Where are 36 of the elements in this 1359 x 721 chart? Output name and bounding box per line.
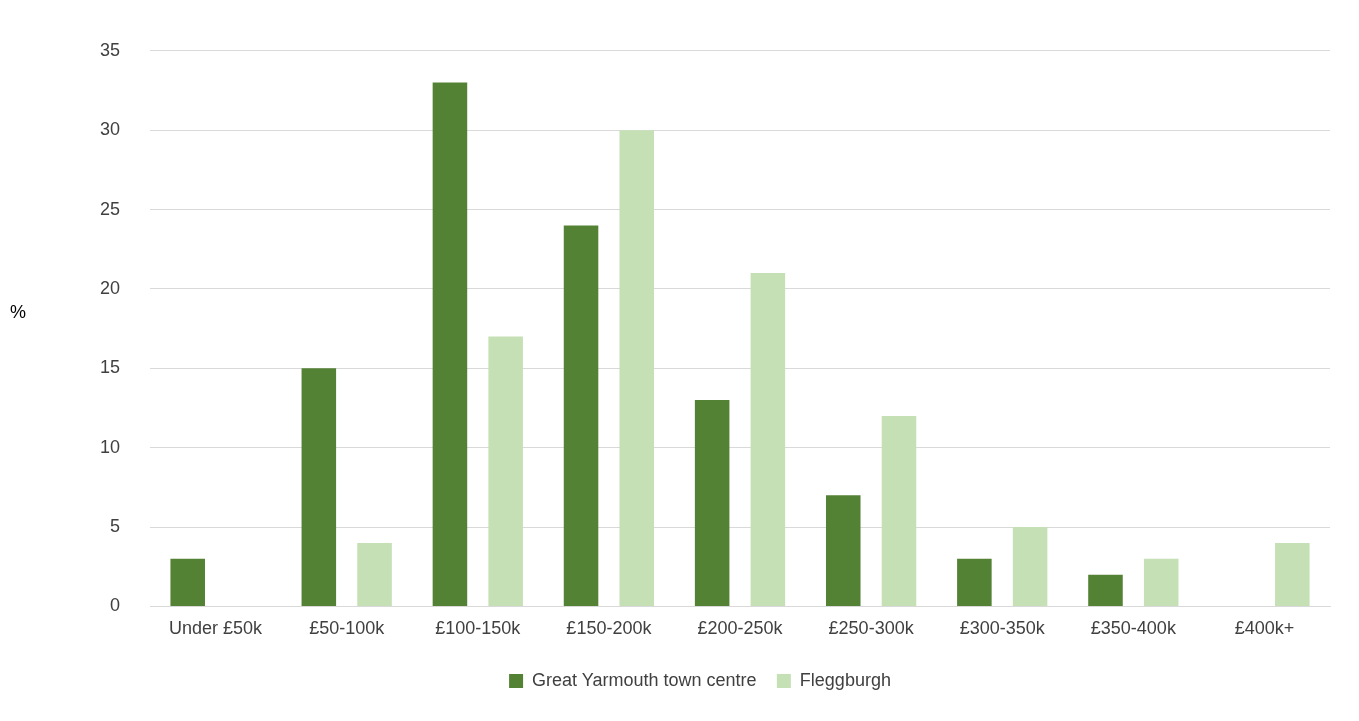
bar — [1143, 558, 1179, 606]
x-tick-label: Under £50k — [169, 618, 264, 639]
y-tick-label: 15 — [99, 357, 121, 378]
x-tick-label: £350-400k — [1090, 618, 1177, 639]
bar — [563, 225, 599, 606]
bar — [619, 130, 655, 606]
x-tick-label: £200-250k — [697, 618, 784, 639]
y-tick-label: 35 — [99, 39, 121, 60]
y-tick-label: 10 — [99, 436, 121, 457]
bar — [488, 336, 523, 606]
bar — [1275, 542, 1310, 606]
x-tick-label: £250-300k — [828, 618, 915, 639]
x-tick-label: £150-200k — [566, 618, 653, 639]
y-axis-title: % — [10, 302, 27, 323]
bar — [1088, 574, 1123, 606]
bar — [694, 400, 730, 606]
x-tick-label: £300-350k — [959, 618, 1046, 639]
bar — [881, 415, 917, 606]
x-tick-label: £100-150k — [435, 618, 522, 639]
bar — [825, 495, 861, 606]
x-tick-label: £400k+ — [1234, 618, 1295, 639]
bar — [301, 368, 337, 606]
bar — [750, 273, 786, 606]
y-tick-label: 25 — [99, 198, 121, 219]
bar — [957, 558, 992, 606]
bar — [170, 558, 205, 606]
y-tick-label: 5 — [110, 516, 121, 536]
x-tick-label: £50-100k — [309, 618, 386, 639]
y-tick-label: 30 — [99, 119, 121, 140]
y-tick-label: 20 — [99, 277, 121, 298]
bar — [1012, 527, 1048, 606]
bar — [432, 82, 468, 606]
legend-label: Great Yarmouth town centre — [532, 669, 757, 690]
y-tick-label: 0 — [110, 595, 121, 616]
bar — [357, 542, 392, 606]
legend-label: Fleggburgh — [799, 669, 891, 690]
